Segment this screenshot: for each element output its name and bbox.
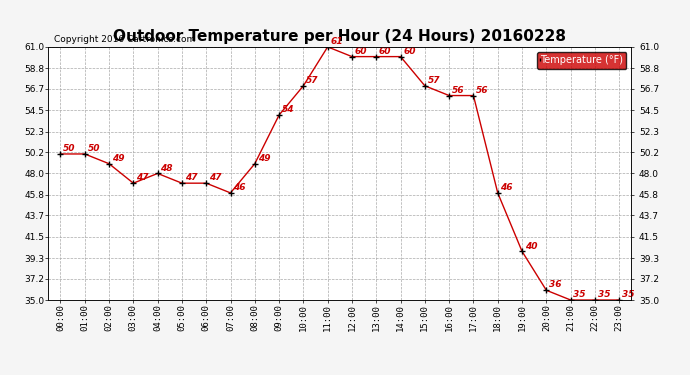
Text: 60: 60 — [355, 47, 367, 56]
Text: Copyright 2016 Cartronics.com: Copyright 2016 Cartronics.com — [54, 35, 195, 44]
Text: 57: 57 — [306, 76, 319, 85]
Text: 61: 61 — [331, 37, 343, 46]
Text: 60: 60 — [404, 47, 416, 56]
Text: 54: 54 — [282, 105, 295, 114]
Text: 57: 57 — [428, 76, 440, 85]
Text: 49: 49 — [257, 154, 270, 163]
Title: Outdoor Temperature per Hour (24 Hours) 20160228: Outdoor Temperature per Hour (24 Hours) … — [113, 29, 566, 44]
Text: 35: 35 — [598, 290, 610, 299]
Text: 40: 40 — [525, 242, 538, 250]
Text: 49: 49 — [112, 154, 124, 163]
Text: 56: 56 — [452, 86, 464, 95]
Text: 56: 56 — [476, 86, 489, 95]
Text: 35: 35 — [622, 290, 635, 299]
Text: 47: 47 — [136, 173, 148, 182]
Text: 48: 48 — [160, 164, 173, 172]
Text: 47: 47 — [185, 173, 197, 182]
Legend: Temperature (°F): Temperature (°F) — [537, 52, 627, 69]
Text: 50: 50 — [63, 144, 76, 153]
Text: 35: 35 — [573, 290, 586, 299]
Text: 36: 36 — [549, 280, 562, 290]
Text: 47: 47 — [209, 173, 221, 182]
Text: 46: 46 — [233, 183, 246, 192]
Text: 50: 50 — [88, 144, 100, 153]
Text: 46: 46 — [500, 183, 513, 192]
Text: 60: 60 — [379, 47, 391, 56]
